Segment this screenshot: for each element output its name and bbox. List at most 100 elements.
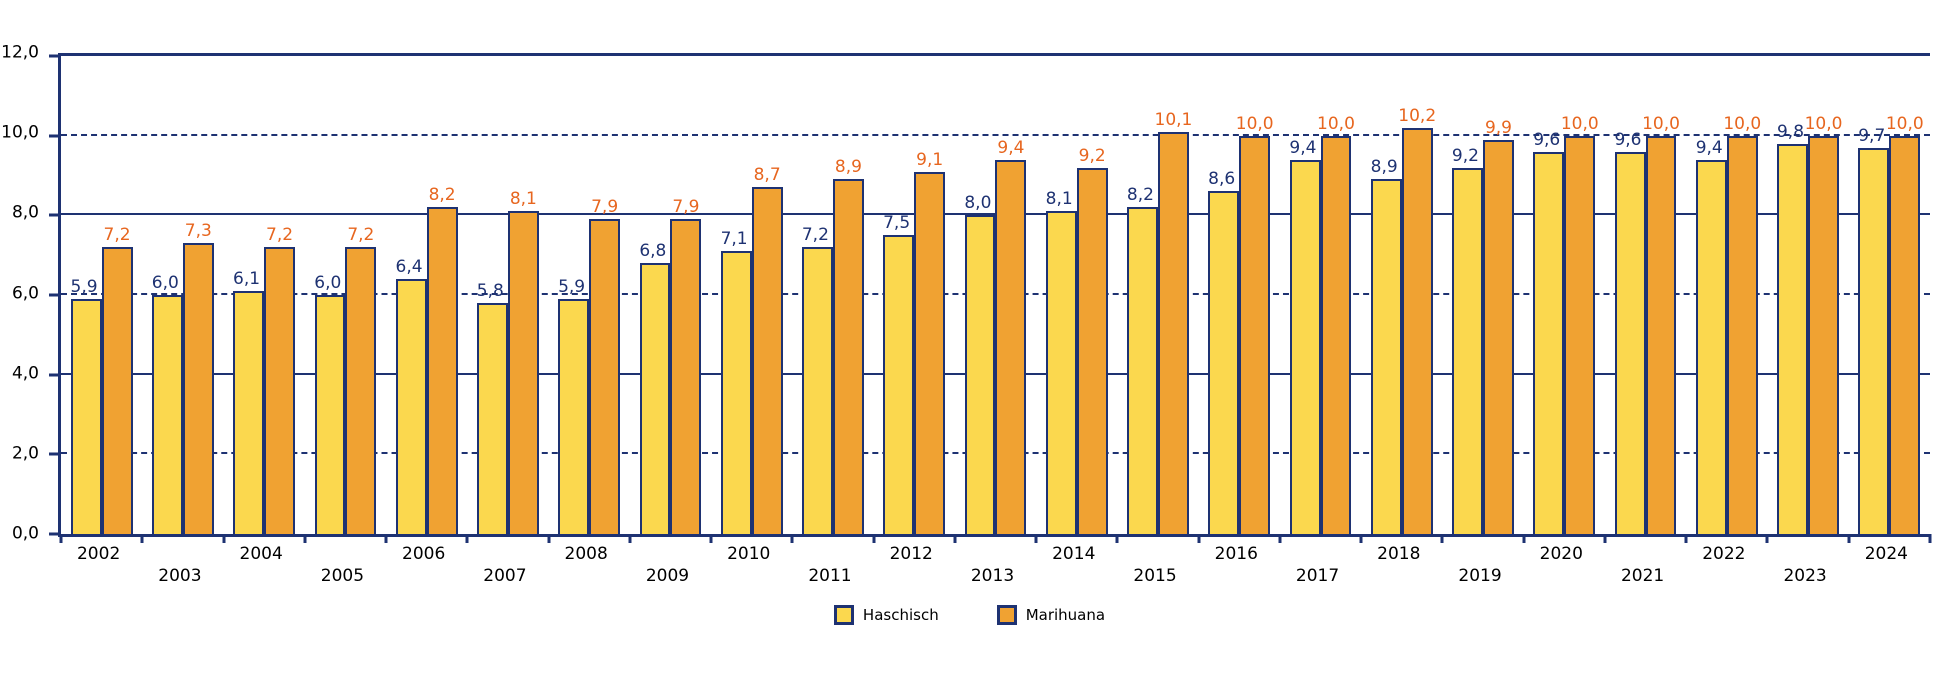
value-label: 10,1: [1154, 109, 1193, 130]
y-tick-8,0: [49, 213, 61, 217]
x-label-2015: 2015: [1133, 566, 1177, 586]
bar-group-2010: 7,1 8,7: [711, 56, 792, 534]
x-tick: [222, 534, 226, 543]
bar-marihuana-2022: 10,0: [1723, 115, 1761, 534]
bar-group-2011: 7,2 8,9: [792, 56, 873, 534]
bar-marihuana-2020: 10,0: [1561, 115, 1599, 534]
value-label: 10,0: [1885, 113, 1924, 134]
value-label: 8,2: [1126, 185, 1154, 206]
x-label-2016: 2016: [1214, 544, 1258, 564]
value-label: 6,0: [314, 273, 342, 293]
x-label-2003: 2003: [158, 566, 202, 586]
bar-group-2008: 5,9 7,9: [549, 56, 630, 534]
bar-haschisch-2010: 7,1: [721, 231, 752, 534]
y-tick-0,0: [49, 532, 61, 536]
value-label: 10,2: [1398, 105, 1437, 126]
x-tick: [1603, 534, 1607, 543]
y-tick-label: 8,0: [11, 202, 39, 223]
value-label: 9,7: [1858, 125, 1886, 146]
bar-group-2012: 7,5 9,1: [874, 56, 955, 534]
bar-haschisch-2004: 6,1: [233, 271, 265, 534]
y-tick-4,0: [49, 373, 61, 377]
x-axis-labels: 2002 2003 2004 2005 2006 2007 2008 2009 2010 2011…: [58, 537, 1927, 597]
bar-haschisch-2017: 9,4: [1289, 139, 1321, 534]
x-tick: [140, 534, 144, 543]
bar-group-2017: 9,4 10,0: [1280, 56, 1361, 534]
x-tick: [1440, 534, 1444, 543]
y-tick-label: 4,0: [11, 363, 39, 384]
bar-marihuana-2021: 10,0: [1642, 115, 1680, 534]
x-label-2004: 2004: [239, 544, 283, 564]
x-label-2002: 2002: [76, 544, 121, 564]
bar-group-2014: 8,1 9,2: [1036, 56, 1117, 534]
bar-haschisch-2020: 9,6: [1533, 131, 1565, 534]
bar-group-2020: 9,6 10,0: [1524, 56, 1605, 534]
value-label: 9,9: [1484, 117, 1513, 138]
y-tick-12,0: [49, 54, 61, 58]
bar-marihuana-2012: 9,1: [914, 151, 946, 534]
x-tick: [1034, 534, 1038, 543]
bar-group-2009: 6,8 7,9: [630, 56, 711, 534]
bar-marihuana-2023: 10,0: [1805, 115, 1842, 534]
value-label: 10,0: [1317, 113, 1355, 134]
value-label: 10,0: [1235, 113, 1274, 134]
bar-haschisch-2005: 6,0: [314, 275, 346, 534]
value-label: 8,1: [1045, 189, 1073, 210]
x-tick: [303, 534, 307, 543]
value-label: 8,2: [428, 185, 456, 206]
y-tick-label: 6,0: [11, 283, 39, 303]
x-label-2018: 2018: [1377, 544, 1421, 564]
value-label: 10,0: [1723, 113, 1762, 134]
marihuana-swatch: [996, 605, 1017, 625]
value-label: 7,3: [184, 221, 212, 242]
bar-group-2006: 6,4 8,2: [386, 56, 467, 534]
x-label-2017: 2017: [1295, 566, 1340, 586]
x-label-2024: 2024: [1864, 544, 1908, 564]
value-label: 7,2: [801, 225, 829, 246]
bar-haschisch-2015: 8,2: [1127, 187, 1159, 534]
value-label: 7,9: [591, 197, 619, 218]
bar-marihuana-2008: 7,9: [589, 199, 621, 534]
bar-haschisch-2021: 9,6: [1614, 131, 1646, 534]
bar-group-2024: 9,7 10,0: [1849, 56, 1930, 534]
bar-group-2021: 9,6 10,0: [1605, 56, 1686, 534]
value-label: 10,0: [1642, 113, 1680, 134]
bar-haschisch-2008: 5,9: [558, 278, 590, 534]
legend-label-haschisch: Haschisch: [862, 606, 939, 624]
x-label-2011: 2011: [808, 566, 852, 586]
x-tick: [1197, 534, 1201, 543]
x-label-2007: 2007: [483, 566, 527, 586]
bar-group-2002: 5,9 7,2: [61, 56, 142, 534]
bar-marihuana-2019: 9,9: [1483, 119, 1514, 534]
bar-haschisch-2022: 9,4: [1696, 139, 1727, 534]
bar-marihuana-2013: 9,4: [995, 139, 1027, 534]
x-tick: [59, 534, 63, 543]
bar-marihuana-2018: 10,2: [1398, 107, 1436, 534]
x-label-2013: 2013: [970, 566, 1015, 586]
bar-haschisch-2006: 6,4: [396, 259, 427, 534]
y-tick-label: 10,0: [1, 122, 39, 143]
x-tick: [628, 534, 632, 543]
y-tick-2,0: [49, 452, 61, 456]
value-label: 7,2: [103, 225, 131, 246]
bar-haschisch-2014: 8,1: [1046, 191, 1077, 534]
bar-haschisch-2013: 8,0: [964, 195, 996, 534]
y-tick-10,0: [49, 134, 61, 138]
value-label: 8,9: [1370, 157, 1398, 178]
bar-haschisch-2011: 7,2: [802, 227, 833, 534]
value-label: 8,6: [1208, 169, 1236, 190]
bar-marihuana-2005: 7,2: [345, 227, 377, 534]
bar-marihuana-2003: 7,3: [182, 223, 214, 534]
bar-haschisch-2023: 9,8: [1777, 123, 1809, 534]
bar-group-2016: 8,6 10,0: [1199, 56, 1280, 534]
bar-haschisch-2007: 5,8: [477, 282, 508, 534]
bar-marihuana-2009: 7,9: [670, 199, 702, 534]
value-label: 6,8: [639, 241, 667, 262]
x-tick: [1684, 534, 1688, 543]
bar-haschisch-2003: 6,0: [152, 275, 183, 534]
value-label: 5,8: [476, 280, 504, 301]
value-label: 9,4: [1695, 137, 1723, 158]
x-label-2023: 2023: [1783, 566, 1827, 586]
value-label: 9,6: [1614, 129, 1642, 150]
x-label-2008: 2008: [564, 544, 608, 564]
